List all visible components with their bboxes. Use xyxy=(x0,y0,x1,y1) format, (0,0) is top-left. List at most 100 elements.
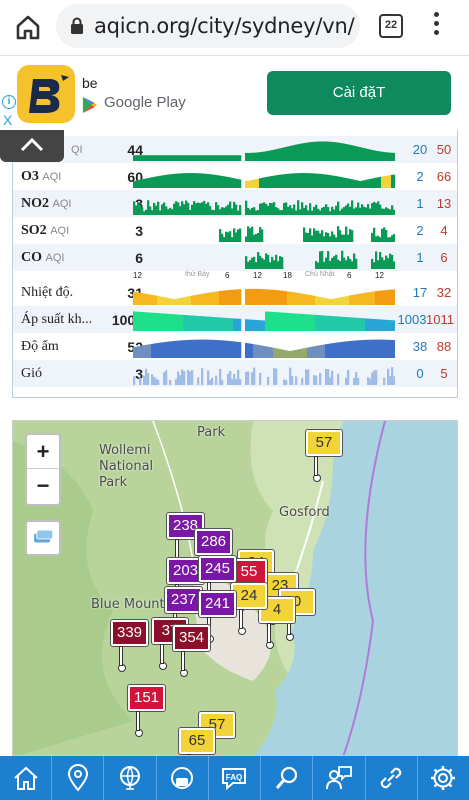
sparkline-bar xyxy=(147,294,150,305)
sparkline-bar xyxy=(381,339,384,358)
zoom-in-button[interactable]: + xyxy=(27,435,59,469)
home-icon[interactable] xyxy=(14,13,42,41)
sparkline-bar xyxy=(309,142,312,161)
sparkline-bar xyxy=(313,346,316,358)
sparkline-bar xyxy=(379,252,382,269)
sparkline-bar xyxy=(273,367,276,385)
sparkline-bar xyxy=(281,174,284,188)
sparkline-bar xyxy=(279,290,282,305)
sparkline-bar xyxy=(223,237,226,242)
sparkline-bar xyxy=(381,151,384,161)
station-marker[interactable]: 241 xyxy=(199,591,237,643)
sparkline-bar xyxy=(321,315,324,331)
air-quality-map[interactable]: Wollemi National Park Park Gosford Blue … xyxy=(12,420,458,756)
map-tiles xyxy=(13,421,457,755)
sparkline-bar xyxy=(299,349,302,358)
install-button[interactable]: Cài đặT xyxy=(267,71,451,115)
globe-nav-button[interactable] xyxy=(104,756,157,800)
sparkline-bar xyxy=(377,235,380,242)
sparkline-bar xyxy=(269,176,272,188)
overflow-menu-icon[interactable] xyxy=(430,12,442,42)
sparkline-bar xyxy=(203,155,206,161)
address-bar[interactable]: aqicn.org/city/sydney/vn/ xyxy=(56,4,360,48)
sparkline-bar xyxy=(369,378,372,385)
app-logo[interactable] xyxy=(17,65,75,123)
station-marker[interactable]: 354 xyxy=(173,625,211,677)
sparkline-bar xyxy=(159,313,162,331)
collapse-button[interactable] xyxy=(0,130,64,162)
sparkline-bar xyxy=(139,205,142,215)
sparkline-bar xyxy=(287,291,290,305)
globe-icon xyxy=(120,766,141,790)
sparkline-bar xyxy=(211,174,214,188)
sparkline-bar xyxy=(181,173,184,188)
sparkline-bar xyxy=(197,155,200,161)
sparkline-bar xyxy=(157,342,160,358)
sparkline-bar xyxy=(155,295,158,305)
sparkline-bar xyxy=(293,313,296,331)
sparkline-bar xyxy=(387,175,390,188)
table-row: QI 44 20 50 xyxy=(13,136,457,163)
sparkline-bar xyxy=(143,178,146,188)
sparkline-bar xyxy=(371,232,374,242)
sparkline-bar xyxy=(169,298,172,305)
zoom-out-button[interactable]: − xyxy=(36,473,50,498)
sparkline-bar xyxy=(149,206,152,215)
station-marker[interactable]: 65 xyxy=(179,728,215,754)
sparkline-bar xyxy=(163,342,166,358)
station-marker[interactable]: 339 xyxy=(111,620,149,672)
support-nav-button[interactable] xyxy=(313,756,366,800)
station-marker[interactable]: 55 xyxy=(231,559,267,611)
mask-nav-button[interactable] xyxy=(157,756,209,800)
search-nav-button[interactable] xyxy=(261,756,314,800)
sparkline-bar xyxy=(165,174,168,188)
sparkline-bar xyxy=(329,343,332,358)
sparkline-bar xyxy=(193,155,196,161)
sparkline-bar xyxy=(137,346,140,358)
tab-switcher-button[interactable]: 22 xyxy=(379,14,403,38)
station-marker[interactable]: 237 xyxy=(165,587,203,639)
sparkline-bar xyxy=(343,207,346,215)
sparkline-bar xyxy=(197,294,200,305)
sparkline-bar xyxy=(383,260,386,269)
station-marker[interactable]: 286 xyxy=(195,529,233,581)
sparkline-bar xyxy=(199,294,202,305)
home-nav-button[interactable] xyxy=(0,756,53,800)
ad-info-icon[interactable]: i xyxy=(2,95,16,109)
sparkline-bar xyxy=(149,155,152,161)
sparkline-bar xyxy=(317,296,320,305)
sparkline-bar xyxy=(285,202,288,215)
station-marker[interactable]: 203 xyxy=(167,558,205,610)
sparkline-bar xyxy=(297,144,300,161)
ad-close-icon[interactable]: X xyxy=(3,112,13,128)
sparkline-bar xyxy=(183,314,186,331)
sparkline-bar xyxy=(305,347,308,358)
sparkline-bar xyxy=(133,347,136,358)
station-marker[interactable]: 57 xyxy=(306,430,342,482)
sparkline-bar xyxy=(341,234,344,242)
station-marker[interactable]: 245 xyxy=(199,556,237,608)
sparkline-bar xyxy=(137,180,140,188)
faq-nav-button[interactable]: FAQ xyxy=(209,756,262,800)
location-nav-button[interactable] xyxy=(52,756,105,800)
app-name: be xyxy=(82,75,98,91)
sparkline-bar xyxy=(385,175,388,188)
sparkline-bar xyxy=(259,320,262,331)
sparkline-bar xyxy=(157,313,160,331)
sparkline-bar xyxy=(193,295,196,305)
sparkline-bar xyxy=(293,145,296,161)
sparkline-bar xyxy=(153,343,156,358)
settings-nav-button[interactable] xyxy=(418,756,469,800)
layers-button[interactable] xyxy=(25,520,61,556)
link-nav-button[interactable] xyxy=(366,756,418,800)
sparkline-bar xyxy=(245,319,248,331)
sparkline-bar xyxy=(277,208,280,215)
sparkline-bar xyxy=(269,347,272,358)
station-marker[interactable]: 151 xyxy=(128,685,166,737)
station-marker[interactable]: 24 xyxy=(231,583,267,635)
sparkline-bar xyxy=(333,142,336,161)
sparkline-bar xyxy=(377,151,380,161)
sparkline-bar xyxy=(143,375,146,385)
sparkline-bar xyxy=(209,206,212,215)
sparkline-bar xyxy=(227,204,230,215)
